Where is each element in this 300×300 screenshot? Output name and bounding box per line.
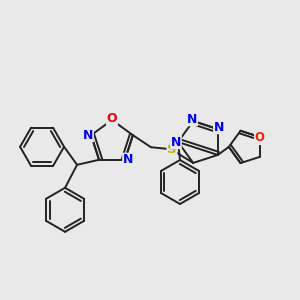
Text: N: N (214, 121, 224, 134)
Text: N: N (123, 153, 133, 166)
Text: O: O (255, 131, 265, 144)
Text: O: O (107, 112, 117, 125)
Text: S: S (167, 143, 177, 156)
Text: N: N (83, 129, 93, 142)
Text: N: N (171, 136, 181, 148)
Text: N: N (187, 112, 197, 126)
